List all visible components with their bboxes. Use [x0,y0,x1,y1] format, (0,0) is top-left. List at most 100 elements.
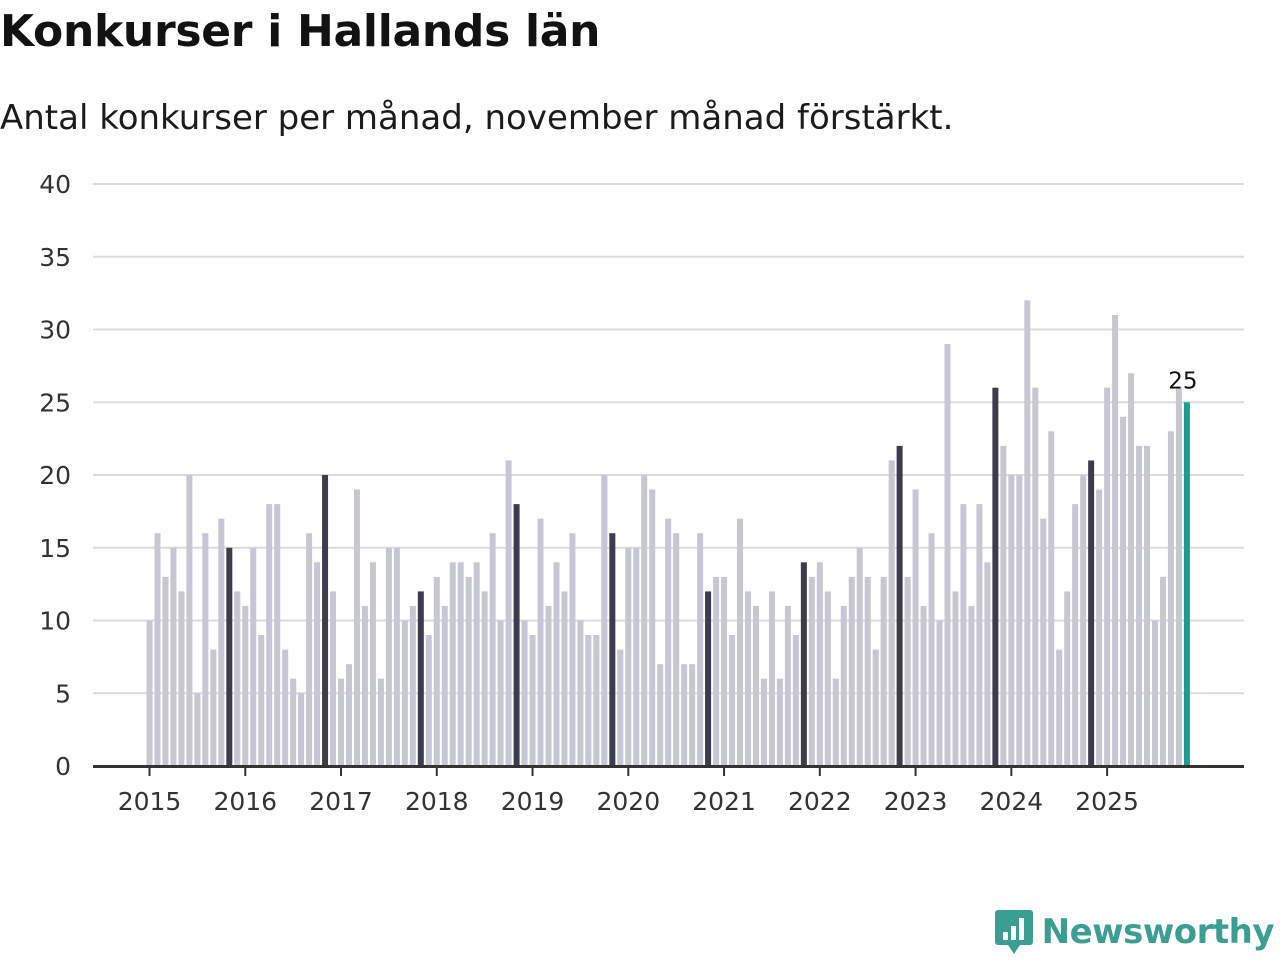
brand-name: Newsworthy [1041,912,1275,952]
bar [529,635,536,766]
bar-november [513,504,520,766]
bar [377,678,384,766]
bar [1144,445,1150,766]
bar [409,605,416,766]
bar [784,605,791,766]
bar [976,504,983,766]
x-tick-label: 2017 [309,787,373,816]
bar [1112,314,1119,766]
bar [944,344,951,766]
bar [689,664,696,766]
bar [242,605,249,766]
bar [1056,649,1063,766]
bar [641,475,648,766]
x-tick-label: 2021 [692,787,756,816]
bar [872,649,879,766]
bar [1072,504,1079,766]
bar [1104,387,1111,766]
bar [737,518,744,766]
bar [792,635,799,766]
bar [401,620,408,766]
bar [505,460,512,766]
y-tick-label: 10 [39,607,71,636]
bar [840,605,847,766]
bar [298,693,305,766]
y-tick-label: 0 [55,752,71,781]
bar [314,562,321,766]
bar [824,591,831,766]
bar [202,533,209,766]
y-tick-label: 25 [39,388,71,417]
bar [338,678,345,766]
bar [481,591,488,766]
bar [721,576,728,766]
bar [760,678,767,766]
bar [1000,445,1007,766]
x-tick-label: 2020 [596,787,660,816]
bar [577,620,584,766]
x-axis-ticks: 2015 2016 2017 2018 2019 2020 2021 2022 2023 2024… [118,766,1139,816]
bar [1064,591,1071,766]
bar [745,591,751,766]
bar [585,635,592,766]
bar [1032,387,1039,766]
bar [928,533,935,766]
bar [146,620,153,766]
bar [497,620,504,766]
bar [1159,576,1166,766]
bar [210,649,217,766]
bar [832,678,839,766]
bar [816,562,823,766]
y-tick-label: 35 [39,243,71,272]
bar [1080,475,1087,766]
bar [1167,431,1174,766]
bar [1128,373,1135,766]
bar [473,562,480,766]
x-tick-label: 2019 [501,787,565,816]
y-tick-label: 30 [39,316,71,345]
chart-subtitle: Antal konkurser per månad, november måna… [0,98,954,138]
bar [441,605,448,766]
bar [968,605,975,766]
bar [274,504,281,766]
bar [952,591,959,766]
bar [306,533,313,766]
bar [649,489,656,766]
bar [912,489,919,766]
bar [960,504,967,766]
bar [154,533,161,766]
bar [425,635,432,766]
y-tick-label: 5 [55,679,71,708]
bar [266,504,273,766]
bar [1016,475,1023,766]
bar [369,562,376,766]
bar [234,591,241,766]
bar [1120,416,1127,766]
x-tick-label: 2015 [118,787,182,816]
bar [768,591,775,766]
bar [330,591,337,766]
bar [880,576,887,766]
bar [1096,489,1103,766]
y-tick-label: 15 [39,534,71,563]
bar-november [322,475,329,766]
bar [864,576,871,766]
bar [1040,518,1047,766]
bar [601,475,608,766]
x-tick-label: 2016 [213,787,277,816]
bar [393,547,400,766]
bar [353,489,360,766]
bar [1136,445,1143,766]
bar [856,547,863,766]
bar [385,547,392,766]
bar [1048,431,1055,766]
bar [633,547,640,766]
bar-november [992,387,999,766]
newsworthy-logo-icon [994,910,1033,954]
bar [673,533,680,766]
x-tick-label: 2022 [788,787,852,816]
bar [617,649,624,766]
bar [258,635,265,766]
bar [1151,620,1158,766]
